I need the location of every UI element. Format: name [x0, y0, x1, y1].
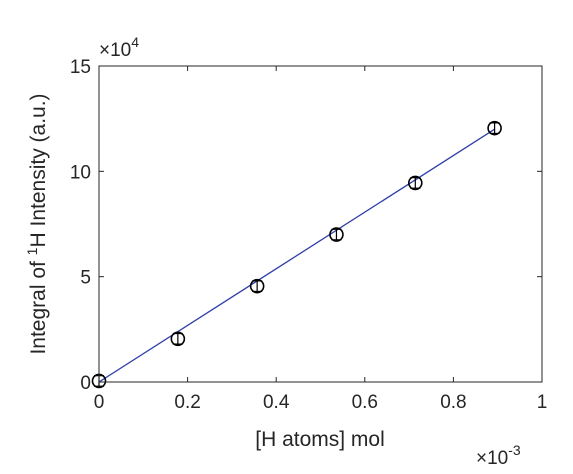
y-axis-label-pre: Integral of [27, 255, 50, 354]
point-marker [249, 278, 265, 294]
x-axis-label: [H atoms] mol [255, 428, 385, 451]
y-multiplier-base: ×10 [99, 40, 131, 61]
axes-box [98, 65, 543, 383]
x-tick-label: 0.6 [352, 392, 378, 413]
y-tick-label: 10 [70, 162, 91, 183]
data-point [329, 227, 344, 242]
y-tick-label: 0 [80, 373, 91, 394]
x-tick-label: 0 [94, 392, 105, 413]
y-tick-label: 5 [80, 268, 91, 289]
y-multiplier-exp: 4 [131, 34, 139, 50]
data-point [487, 120, 502, 136]
y-multiplier: ×104 [99, 34, 139, 61]
point-marker [170, 331, 186, 347]
point-marker [408, 175, 423, 191]
x-tick-label: 0.4 [263, 392, 290, 413]
point-marker [329, 227, 344, 242]
y-axis-label-post: H Intensity (a.u.) [27, 93, 50, 247]
point-marker [487, 120, 502, 136]
data-point [249, 278, 265, 294]
data-point [408, 175, 423, 191]
x-tick-label: 0.8 [440, 392, 466, 413]
data-point [170, 331, 186, 347]
x-multiplier: ×10-3 [476, 442, 521, 469]
x-tick-label: 0.2 [174, 392, 200, 413]
x-tick-label: 1 [537, 392, 548, 413]
plot-area [99, 66, 542, 382]
data-points [91, 120, 502, 389]
y-tick-label: 15 [70, 57, 91, 78]
x-multiplier-base: ×10 [476, 448, 508, 469]
fit-line [98, 128, 495, 383]
y-axis-label: Integral of 1H Intensity (a.u.) [24, 93, 50, 354]
y-axis-label-sup: 1 [24, 247, 40, 255]
x-multiplier-exp: -3 [508, 442, 521, 458]
